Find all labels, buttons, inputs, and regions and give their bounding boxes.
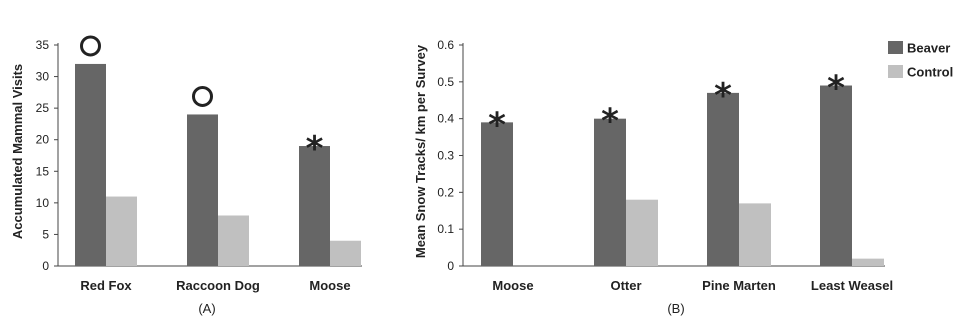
significance-star-marker: * [601, 102, 619, 142]
y-axis-title: Accumulated Mammal Visits [10, 64, 25, 239]
y-tick-label: 30 [36, 70, 50, 84]
bar-beaver [594, 118, 626, 267]
bar-beaver [820, 85, 852, 267]
category-label: Red Fox [80, 278, 132, 293]
significance-star-marker: * [714, 76, 732, 116]
significance-circle-marker [192, 85, 213, 107]
significance-circle-marker [80, 35, 101, 57]
category-label: Moose [492, 278, 533, 293]
bar-beaver [75, 63, 106, 266]
significance-star-marker: * [827, 69, 845, 109]
y-axis-title: Mean Snow Tracks/ km per Survey [413, 44, 428, 258]
y-tick-label: 0.3 [437, 149, 454, 163]
legend-label: Beaver [907, 41, 950, 56]
significance-star-marker: * [306, 129, 324, 169]
y-tick-label: 35 [36, 38, 50, 52]
bar-control [626, 199, 658, 266]
y-tick-label: 0.2 [437, 185, 454, 199]
y-tick-label: 0.4 [437, 112, 454, 126]
bar-control [218, 215, 249, 266]
bar-control [330, 240, 361, 266]
bar-beaver [187, 114, 218, 266]
bar-beaver [481, 122, 513, 266]
legend-swatch-beaver [888, 41, 903, 54]
y-tick-label: 0 [42, 259, 49, 273]
y-tick-label: 0.5 [437, 75, 454, 89]
legend-label: Control [907, 65, 953, 80]
panel-label: (A) [198, 301, 215, 316]
category-label: Least Weasel [811, 278, 893, 293]
y-tick-label: 5 [42, 227, 49, 241]
category-label: Raccoon Dog [176, 278, 260, 293]
y-tick-label: 20 [36, 133, 50, 147]
y-tick-label: 10 [36, 196, 50, 210]
category-label: Moose [309, 278, 350, 293]
bar-control [852, 258, 884, 266]
y-tick-label: 0.6 [437, 38, 454, 52]
bar-beaver [707, 92, 739, 266]
significance-star-marker: * [488, 105, 506, 145]
y-tick-label: 25 [36, 101, 50, 115]
bar-beaver [299, 146, 330, 266]
bar-control [106, 196, 137, 266]
category-label: Otter [610, 278, 641, 293]
category-label: Pine Marten [702, 278, 776, 293]
y-tick-label: 0.1 [437, 222, 454, 236]
y-tick-label: 0 [447, 259, 454, 273]
bar-control [739, 203, 771, 266]
panel-label: (B) [667, 301, 684, 316]
y-tick-label: 15 [36, 164, 50, 178]
legend-swatch-control [888, 65, 903, 78]
